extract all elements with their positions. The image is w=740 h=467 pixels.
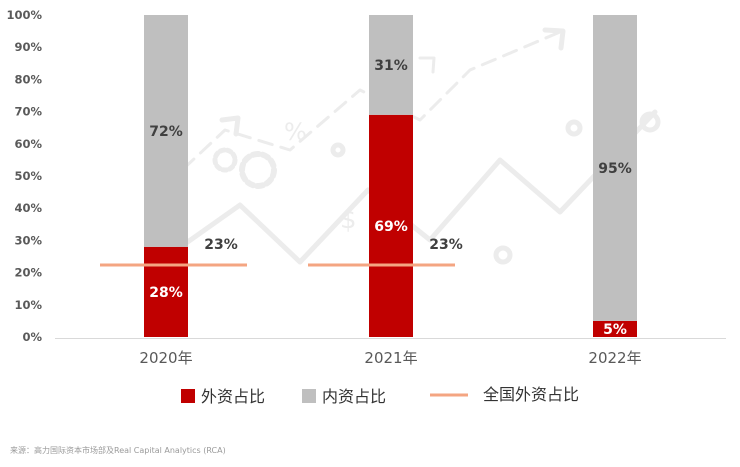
y-tick-label: 20% xyxy=(14,266,42,280)
bars xyxy=(144,15,637,337)
legend-label-foreign: 外资占比 xyxy=(201,387,265,406)
bar-value-label: 72% xyxy=(149,124,183,140)
data-labels: 28% 72% 69% 31% 5% 95% 23% 23% xyxy=(149,58,632,338)
bar-value-label: 69% xyxy=(374,219,408,235)
reference-value-label: 23% xyxy=(204,237,238,253)
bar-segment-domestic xyxy=(593,15,637,321)
dollar-icon: $ xyxy=(340,205,357,235)
y-tick-label: 90% xyxy=(14,40,42,54)
legend: 外资占比 内资占比 全国外资占比 xyxy=(181,385,579,406)
y-tick-label: 50% xyxy=(14,169,42,183)
x-tick-label: 2020年 xyxy=(139,349,192,367)
y-tick-label: 0% xyxy=(22,330,42,344)
bar-segment-foreign xyxy=(369,114,413,337)
legend-swatch-domestic xyxy=(302,389,316,403)
percent-icon: % xyxy=(284,118,307,146)
gear-icon xyxy=(239,151,277,189)
bar-segment-foreign xyxy=(144,246,188,337)
dot-icon xyxy=(565,119,583,137)
legend-label-domestic: 内资占比 xyxy=(322,387,386,406)
y-axis-tick-labels: 0% 10% 20% 30% 40% 50% 60% 70% 80% 90% 100% xyxy=(6,8,42,344)
y-tick-label: 30% xyxy=(14,233,42,247)
gear-icon xyxy=(212,147,238,173)
arrow-head-icon xyxy=(418,56,436,74)
y-tick-label: 60% xyxy=(14,137,42,151)
reference-value-label: 23% xyxy=(429,237,463,253)
arrow-head-icon xyxy=(219,115,241,137)
x-tick-label: 2021年 xyxy=(364,349,417,367)
y-tick-label: 80% xyxy=(14,72,42,86)
dot-icon xyxy=(639,111,661,133)
bar-segment-foreign xyxy=(593,320,637,337)
bar-value-label: 31% xyxy=(374,58,408,74)
bar-segment-domestic xyxy=(144,15,188,247)
legend-label-national: 全国外资占比 xyxy=(483,385,579,404)
source-note: 来源：高力国际资本市场部及Real Capital Analytics (RCA… xyxy=(10,445,226,455)
trend-arrow-line-upper xyxy=(148,30,562,202)
x-axis-tick-labels: 2020年 2021年 2022年 xyxy=(139,349,641,367)
bar-value-label: 95% xyxy=(598,161,632,177)
bar-value-label: 5% xyxy=(603,322,627,338)
y-tick-label: 10% xyxy=(14,298,42,312)
arrow-head-icon xyxy=(542,27,566,51)
x-tick-label: 2022年 xyxy=(588,349,641,367)
y-tick-label: 40% xyxy=(14,201,42,215)
dot-icon xyxy=(493,245,513,265)
bar-value-label: 28% xyxy=(149,285,183,301)
dot-icon xyxy=(330,142,346,158)
legend-swatch-foreign xyxy=(181,389,195,403)
y-tick-label: 70% xyxy=(14,105,42,119)
y-tick-label: 100% xyxy=(6,8,42,22)
bar-segment-domestic xyxy=(369,15,413,115)
